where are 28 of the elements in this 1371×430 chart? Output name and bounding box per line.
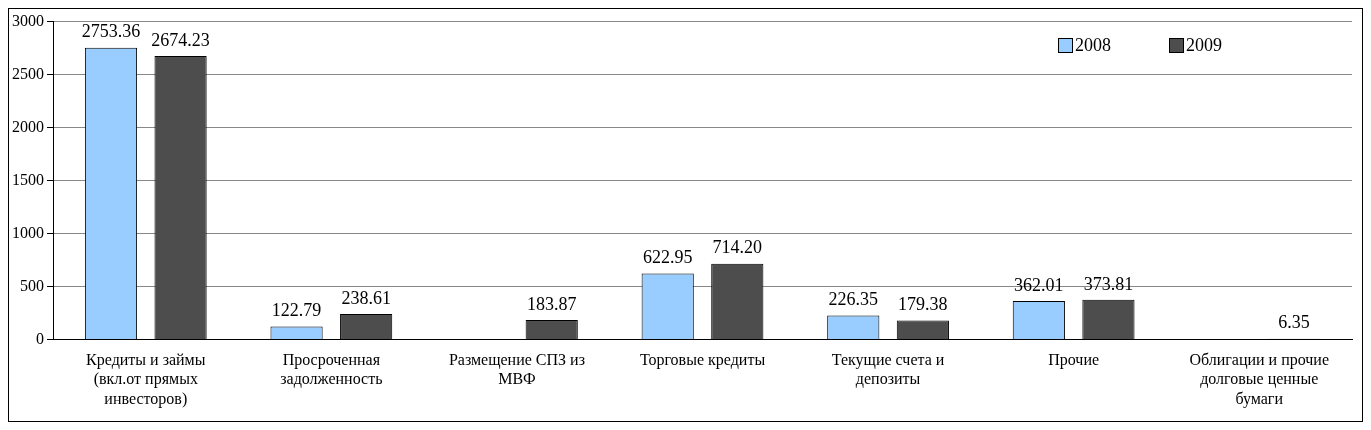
x-tick-label: Просроченная задолженность [280, 351, 383, 389]
data-label: 714.20 [712, 237, 763, 258]
y-tick-label: 2000 [12, 117, 44, 135]
x-tick-label: Размещение СПЗ из МВФ [448, 351, 585, 388]
legend-label: 2009 [1186, 35, 1222, 56]
y-tick-label: 1000 [12, 223, 44, 241]
data-label: 622.95 [642, 247, 693, 268]
x-tick-label: Облигации и прочие долговые ценные бумаги [1189, 351, 1330, 408]
x-tick-label: Торговые кредиты [639, 351, 766, 370]
data-label: 2753.36 [81, 21, 141, 42]
y-tick-label: 2500 [12, 64, 44, 82]
y-tick-label: 3000 [12, 11, 44, 29]
x-tick-label: Текущие счета и депозиты [831, 351, 945, 389]
data-label: 183.87 [526, 293, 577, 314]
data-label: 226.35 [828, 289, 879, 310]
data-label: 362.01 [1014, 274, 1064, 295]
data-label: 6.35 [1278, 312, 1310, 333]
data-label: 179.38 [898, 294, 948, 315]
legend-label: 2008 [1075, 35, 1111, 56]
y-tick-label: 500 [20, 276, 44, 294]
y-tick-label: 0 [36, 329, 44, 347]
data-label: 122.79 [271, 300, 322, 321]
x-tick-label: Кредиты и займы (вкл.от прямых инвесторов) [86, 351, 206, 408]
data-label: 2674.23 [151, 29, 210, 50]
data-label: 373.81 [1083, 273, 1134, 294]
y-tick-label: 1500 [12, 170, 44, 188]
x-tick-label: Прочие [1048, 351, 1100, 370]
data-label: 238.61 [341, 287, 391, 308]
